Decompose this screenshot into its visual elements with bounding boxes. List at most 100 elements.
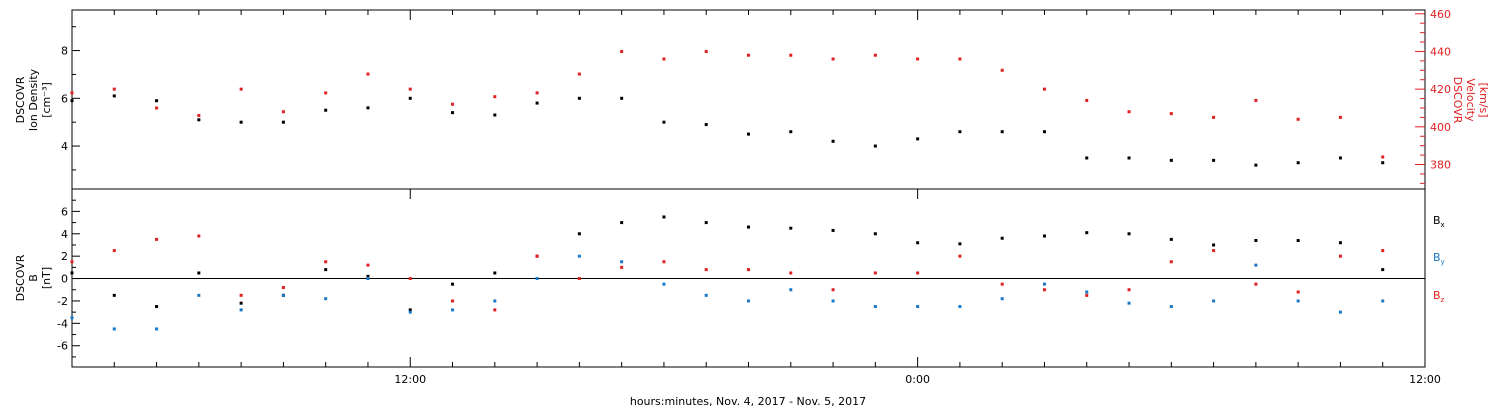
top-point-series-0: [747, 132, 750, 136]
top-left-label-line3: [cm⁻³]: [40, 82, 53, 118]
bottom-point-bx: [239, 301, 243, 305]
bottom-point-bx: [1296, 238, 1300, 242]
bottom-point-bz: [916, 271, 920, 275]
bottom-point-bz: [1000, 282, 1004, 286]
bottom-point-bz: [662, 260, 666, 264]
top-right-axis: 380 400 420 440 460: [1415, 8, 1451, 184]
top-point-series-0: [1212, 158, 1216, 162]
bottom-point-bx: [577, 232, 581, 236]
bottom-point-by: [70, 316, 74, 320]
bottom-point-bx: [155, 305, 159, 309]
bottom-point-bx: [1127, 232, 1131, 236]
top-point-series-1: [1381, 155, 1385, 159]
bottom-point-bz: [112, 249, 116, 253]
bottom-left-tick-label: 4: [61, 228, 68, 241]
legend-by-base: B: [1433, 251, 1441, 264]
top-point-series-1: [366, 72, 370, 76]
top-point-series-1: [916, 57, 920, 61]
bottom-point-bx: [493, 271, 497, 275]
bottom-point-by: [1338, 310, 1342, 314]
bottom-point-bx: [704, 221, 708, 225]
bottom-point-by: [1212, 299, 1216, 303]
top-point-series-1: [70, 91, 74, 95]
top-left-axis: 4 6 8: [61, 26, 80, 171]
bottom-point-bx: [451, 282, 455, 286]
x-tick-label: 12:00: [1409, 373, 1441, 386]
bottom-point-by: [1085, 290, 1089, 294]
bottom-point-bz: [324, 260, 328, 264]
top-point-series-0: [958, 130, 962, 134]
bottom-left-label-line1: DSCOVR: [14, 254, 27, 301]
bottom-point-by: [155, 327, 159, 331]
bottom-point-bx: [1085, 231, 1089, 235]
top-right-tick-label: 440: [1430, 45, 1451, 58]
bottom-point-by: [408, 310, 412, 314]
bottom-point-by: [197, 293, 201, 297]
bottom-point-bz: [155, 237, 159, 241]
top-point-series-0: [324, 108, 328, 112]
top-point-series-1: [1042, 87, 1046, 91]
bottom-point-bx: [408, 308, 412, 312]
bottom-point-bx: [1212, 243, 1216, 247]
bottom-point-bx: [873, 232, 877, 236]
top-point-series-1: [1000, 68, 1004, 72]
top-right-tick-label: 460: [1430, 8, 1451, 21]
bottom-left-tick-label: 6: [61, 205, 68, 218]
bottom-point-bx: [831, 228, 835, 232]
bottom-panel: -6 -4 -2 0 2 4 6 DSCOVR B [nT] Bx By Bz: [14, 188, 1445, 368]
legend-bz-sub: z: [1441, 296, 1445, 304]
bottom-point-bz: [197, 234, 201, 238]
top-right-tick-label: 420: [1430, 83, 1451, 96]
top-data-points: [70, 49, 1385, 167]
top-point-series-1: [873, 53, 877, 57]
top-right-tick-label: 400: [1430, 121, 1451, 134]
top-left-tick-label: 8: [61, 45, 68, 58]
top-point-series-0: [1127, 156, 1131, 160]
bottom-point-bz: [1085, 293, 1089, 297]
legend-bz-base: B: [1433, 289, 1441, 302]
top-point-series-1: [704, 49, 708, 53]
top-point-series-0: [704, 123, 708, 127]
bottom-point-bx: [1042, 234, 1046, 238]
bottom-point-bx: [916, 241, 920, 245]
bottom-point-bx: [620, 221, 624, 225]
bottom-point-bz: [1212, 249, 1216, 253]
top-point-series-0: [493, 113, 497, 117]
top-point-series-0: [1085, 156, 1089, 160]
bottom-point-by: [451, 308, 455, 312]
bottom-point-by: [239, 308, 243, 312]
top-point-series-1: [324, 91, 328, 95]
top-point-series-1: [662, 57, 666, 61]
bottom-point-by: [831, 299, 835, 303]
top-point-series-0: [70, 99, 74, 103]
bottom-point-by: [916, 305, 920, 309]
bottom-left-axis: -6 -4 -2 0 2 4 6: [57, 199, 80, 358]
legend: Bx By Bz: [1433, 214, 1445, 304]
top-point-series-1: [535, 91, 539, 95]
bottom-point-bx: [1338, 241, 1342, 245]
bottom-point-by: [112, 327, 116, 331]
top-right-label-line3: [km/s]: [1477, 82, 1490, 117]
top-point-series-0: [155, 99, 159, 103]
bottom-left-tick-label: -6: [57, 340, 68, 353]
legend-bx: Bx: [1433, 214, 1445, 229]
bottom-point-bz: [1042, 288, 1046, 292]
bottom-point-bz: [408, 277, 412, 281]
bottom-point-by: [704, 293, 708, 297]
top-right-tick-label: 380: [1430, 159, 1451, 172]
top-point-series-1: [197, 114, 201, 118]
top-point-series-1: [1338, 115, 1342, 119]
top-point-series-1: [1296, 117, 1300, 121]
top-point-series-0: [789, 130, 793, 134]
bottom-left-tick-label: -2: [57, 295, 68, 308]
bottom-point-bx: [197, 271, 201, 275]
top-point-series-1: [493, 95, 497, 99]
bottom-point-bz: [958, 254, 962, 258]
top-point-series-1: [747, 53, 750, 57]
bottom-point-by: [789, 288, 793, 292]
top-point-series-1: [1085, 98, 1089, 102]
top-point-series-1: [789, 53, 793, 57]
bottom-point-by: [1000, 297, 1004, 301]
bottom-point-by: [1127, 301, 1131, 305]
top-point-series-0: [197, 118, 201, 122]
